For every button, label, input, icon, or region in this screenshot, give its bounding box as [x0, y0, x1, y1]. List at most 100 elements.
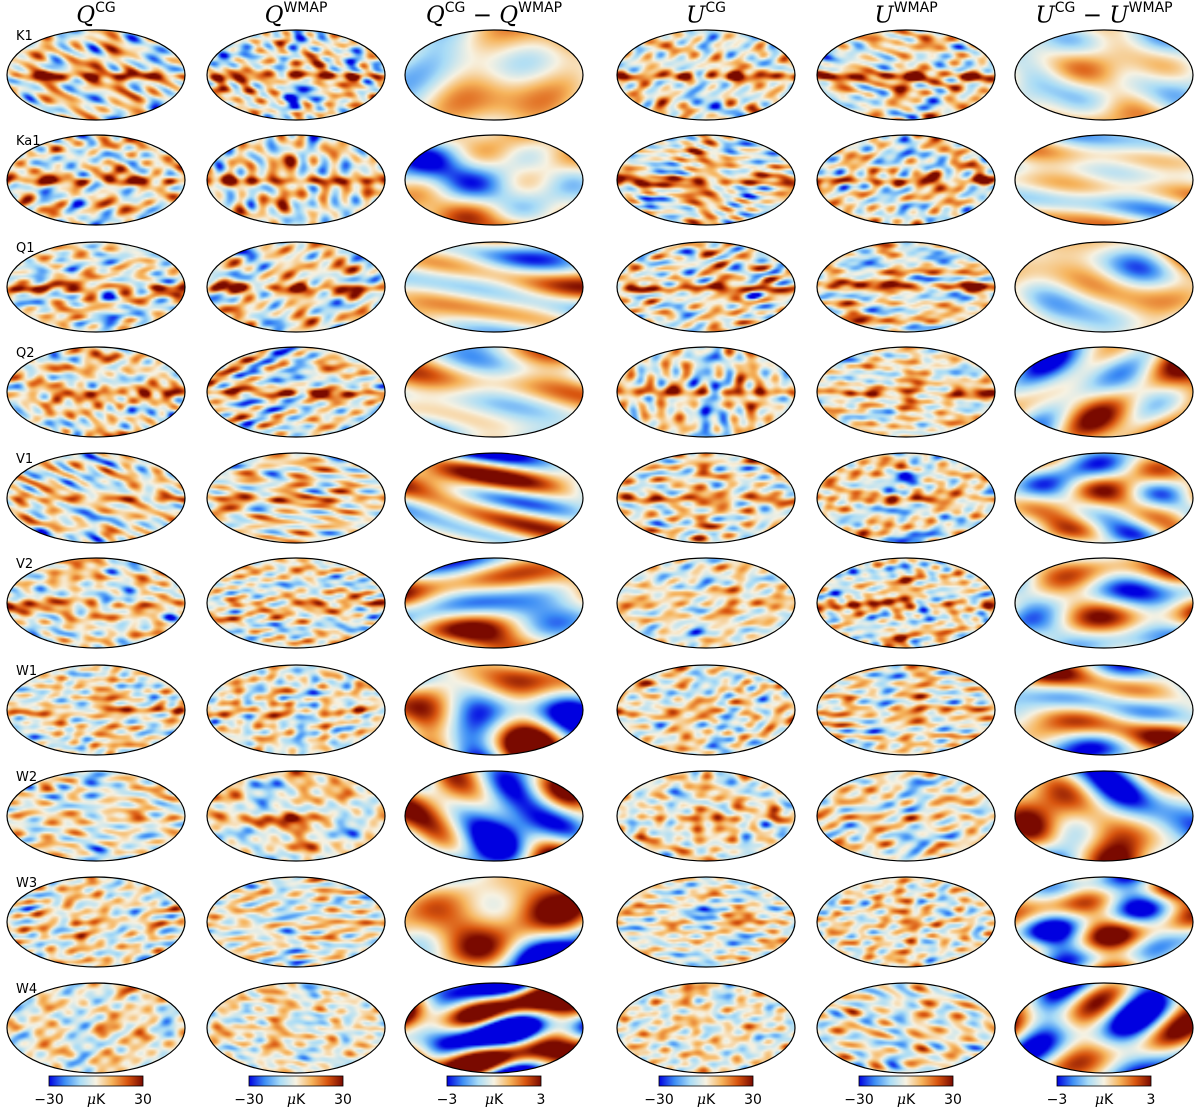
- colorbar-max-label: 30: [744, 1092, 762, 1108]
- sky-map-image: [617, 877, 795, 967]
- sky-map-outline: [816, 241, 996, 333]
- colorbar-min-label: −30: [644, 1092, 674, 1108]
- sky-map-image: [617, 453, 795, 543]
- colorbar-max-label: 3: [1146, 1092, 1156, 1108]
- sky-map-outline: [404, 876, 584, 968]
- row-label-q2: Q2: [16, 346, 35, 361]
- sky-map-outline: [206, 241, 386, 333]
- sky-map-outline: [616, 29, 796, 121]
- sky-map-q1-col-1: [6, 241, 186, 333]
- sky-map-image: [405, 877, 583, 967]
- sky-map-w2-col-5: [816, 770, 996, 862]
- sky-map-image: [7, 453, 185, 543]
- sky-map-image: [207, 771, 385, 861]
- sky-map-image: [817, 771, 995, 861]
- colorbar-min-label: −3: [1046, 1092, 1068, 1108]
- sky-map-image: [817, 877, 995, 967]
- colorbar-min-label: −30: [34, 1092, 64, 1108]
- sky-map-k1-col-3: [404, 29, 584, 121]
- sky-map-outline: [404, 346, 584, 438]
- sky-map-image: [617, 771, 795, 861]
- sky-map-image: [405, 347, 583, 437]
- sky-map-outline: [1014, 876, 1194, 968]
- row-label-v1: V1: [16, 452, 34, 467]
- sky-map-image: [1015, 242, 1193, 332]
- sky-map-outline: [404, 134, 584, 226]
- sky-map-v2-col-3: [404, 557, 584, 649]
- sky-map-outline: [616, 876, 796, 968]
- sky-map-image: [7, 877, 185, 967]
- sky-map-outline: [6, 982, 186, 1074]
- column-title-2: QWMAP: [264, 0, 328, 29]
- sky-map-image: [817, 983, 995, 1073]
- sky-map-image: [1015, 877, 1193, 967]
- sky-map-image: [207, 983, 385, 1073]
- sky-map-outline: [206, 557, 386, 649]
- colorbar-unit-label: μK: [896, 1092, 916, 1108]
- sky-map-outline: [616, 452, 796, 544]
- colorbar-unit-label: μK: [696, 1092, 716, 1108]
- colorbar-unit-label: μK: [86, 1092, 106, 1108]
- sky-map-outline: [816, 346, 996, 438]
- sky-map-outline: [6, 876, 186, 968]
- sky-map-image: [817, 453, 995, 543]
- sky-map-image: [1015, 665, 1193, 755]
- sky-map-k1-col-6: [1014, 29, 1194, 121]
- sky-map-outline: [6, 134, 186, 226]
- sky-map-q2-col-5: [816, 346, 996, 438]
- sky-map-image: [207, 877, 385, 967]
- sky-map-image: [617, 347, 795, 437]
- sky-map-image: [1015, 453, 1193, 543]
- sky-map-v2-col-6: [1014, 557, 1194, 649]
- sky-map-image: [817, 665, 995, 755]
- sky-map-outline: [404, 29, 584, 121]
- sky-map-k1-col-2: [206, 29, 386, 121]
- sky-map-w1-col-6: [1014, 664, 1194, 756]
- sky-map-outline: [816, 982, 996, 1074]
- sky-map-w4-col-4: [616, 982, 796, 1074]
- sky-map-v1-col-1: [6, 452, 186, 544]
- colorbar-5: [858, 1075, 954, 1087]
- sky-map-image: [7, 30, 185, 120]
- colorbar-max-label: 30: [944, 1092, 962, 1108]
- sky-map-image: [817, 135, 995, 225]
- sky-map-image: [7, 347, 185, 437]
- sky-map-outline: [6, 557, 186, 649]
- sky-map-w3-col-6: [1014, 876, 1194, 968]
- sky-map-outline: [206, 770, 386, 862]
- sky-map-outline: [404, 770, 584, 862]
- sky-map-image: [617, 242, 795, 332]
- sky-map-v1-col-2: [206, 452, 386, 544]
- sky-map-outline: [616, 241, 796, 333]
- sky-map-w4-col-6: [1014, 982, 1194, 1074]
- colorbar-min-label: −30: [844, 1092, 874, 1108]
- sky-map-outline: [206, 134, 386, 226]
- colorbar-unit-label: μK: [484, 1092, 504, 1108]
- sky-map-q1-col-3: [404, 241, 584, 333]
- sky-map-outline: [6, 664, 186, 756]
- sky-map-outline: [1014, 452, 1194, 544]
- sky-map-image: [1015, 983, 1193, 1073]
- column-title-3: QCG − QWMAP: [425, 0, 563, 29]
- sky-map-image: [207, 30, 385, 120]
- sky-map-image: [405, 771, 583, 861]
- sky-map-ka1-col-1: [6, 134, 186, 226]
- colorbar-2: [248, 1075, 344, 1087]
- sky-map-v2-col-5: [816, 557, 996, 649]
- sky-map-v1-col-6: [1014, 452, 1194, 544]
- sky-map-outline: [6, 29, 186, 121]
- sky-map-image: [617, 665, 795, 755]
- sky-map-v2-col-1: [6, 557, 186, 649]
- sky-map-v1-col-5: [816, 452, 996, 544]
- sky-map-outline: [6, 770, 186, 862]
- sky-map-outline: [816, 452, 996, 544]
- sky-map-image: [1015, 347, 1193, 437]
- sky-map-image: [617, 558, 795, 648]
- sky-map-outline: [816, 876, 996, 968]
- sky-map-outline: [816, 664, 996, 756]
- row-label-w2: W2: [16, 770, 38, 785]
- sky-map-image: [817, 30, 995, 120]
- sky-map-image: [7, 665, 185, 755]
- sky-map-outline: [206, 452, 386, 544]
